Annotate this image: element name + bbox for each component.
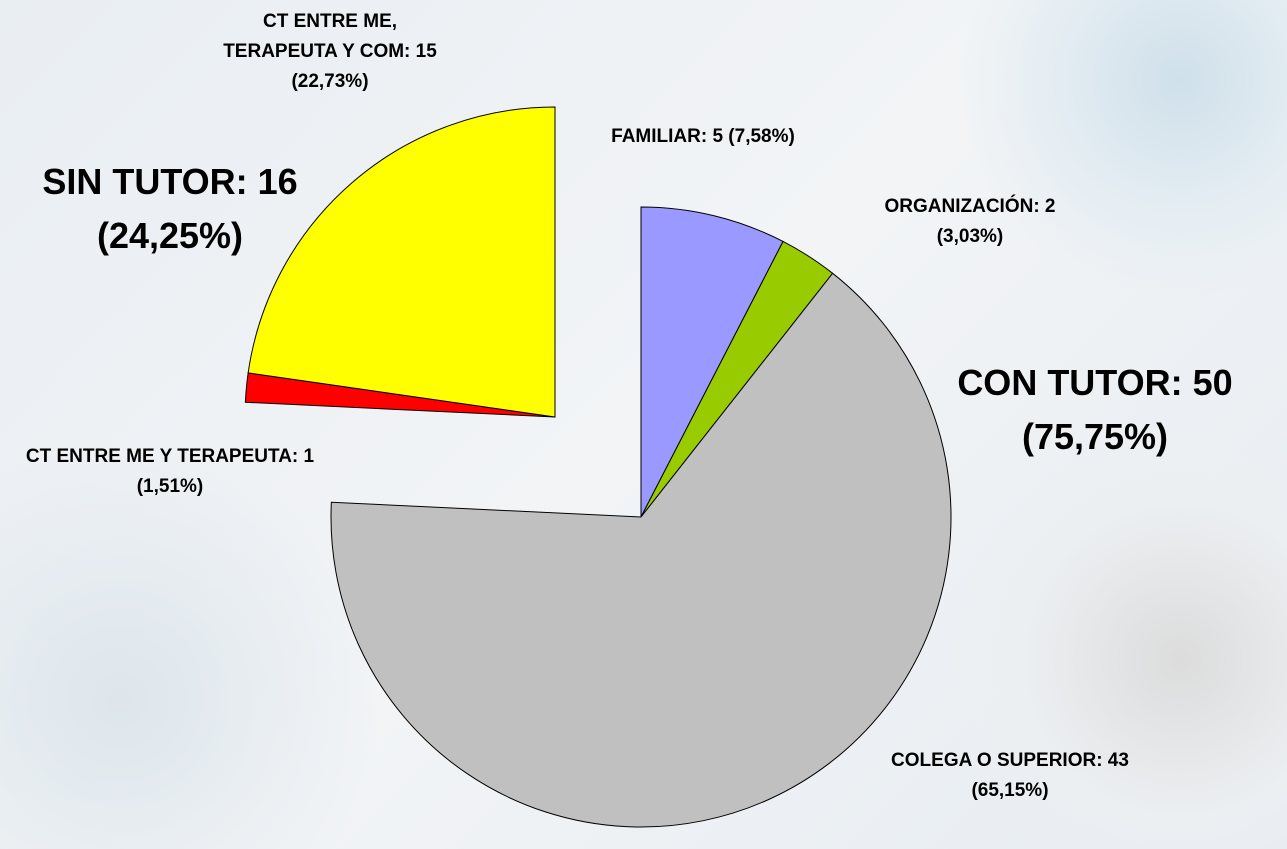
slice-label: COLEGA O SUPERIOR: 43 (65,15%) xyxy=(891,750,1129,801)
group-label: SIN TUTOR: 16 (24,25%) xyxy=(42,161,298,256)
pie-slice xyxy=(330,272,952,828)
slice-label: CT ENTRE ME Y TERAPEUTA: 1 (1,51%) xyxy=(25,446,315,497)
slice-label: ORGANIZACIÓN: 2 (3,03%) xyxy=(884,196,1056,247)
pie-slice xyxy=(247,106,556,418)
slice-label: FAMILIAR: 5 (7,58%) xyxy=(611,126,795,147)
pie-slice xyxy=(640,206,784,518)
slice-label: CT ENTRE ME, TERAPEUTA Y COM: 15 (22,73%… xyxy=(223,11,437,92)
group-label: CON TUTOR: 50 (75,75%) xyxy=(957,362,1233,457)
